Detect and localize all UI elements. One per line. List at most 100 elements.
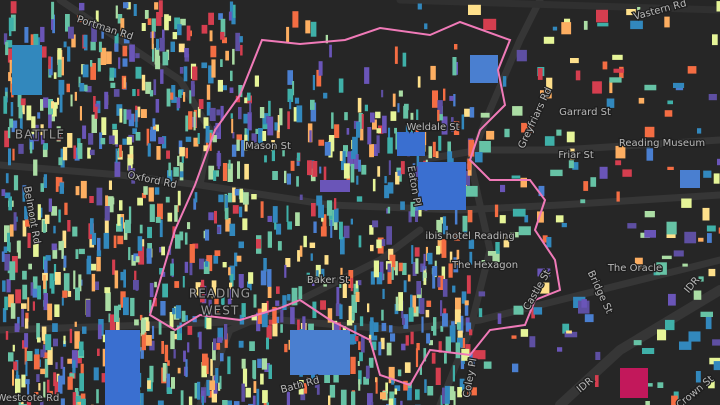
building — [90, 263, 97, 271]
building — [58, 209, 61, 223]
building — [668, 293, 676, 306]
building — [220, 31, 225, 40]
building — [416, 281, 421, 295]
building — [287, 111, 290, 130]
building — [453, 94, 456, 107]
building — [45, 334, 52, 351]
building — [513, 305, 524, 315]
building — [53, 72, 57, 79]
building — [316, 270, 319, 279]
building — [54, 304, 60, 317]
building — [262, 131, 267, 141]
building — [388, 398, 394, 405]
building — [8, 17, 14, 31]
building — [597, 22, 609, 27]
building — [192, 243, 199, 249]
building — [441, 266, 446, 284]
building — [394, 46, 398, 64]
building — [130, 297, 135, 317]
building — [260, 201, 264, 218]
building — [29, 131, 34, 150]
building — [148, 187, 154, 202]
railway — [396, 0, 720, 14]
building — [222, 262, 227, 268]
building — [227, 163, 233, 182]
building — [110, 197, 115, 205]
building — [51, 206, 58, 216]
building — [174, 96, 177, 103]
building — [402, 262, 407, 275]
building — [61, 296, 64, 306]
building — [297, 319, 300, 338]
building — [397, 170, 401, 176]
building — [144, 10, 149, 19]
building — [415, 258, 419, 274]
building — [43, 381, 46, 398]
building — [364, 104, 368, 112]
building — [161, 341, 164, 354]
building — [664, 110, 673, 117]
building — [355, 280, 359, 289]
building — [162, 51, 169, 66]
building — [340, 236, 345, 255]
building — [2, 308, 7, 323]
building — [209, 107, 216, 121]
building — [276, 286, 280, 294]
building — [319, 166, 322, 174]
building — [385, 382, 388, 394]
building — [622, 169, 632, 177]
building — [266, 402, 269, 405]
building — [348, 334, 355, 345]
building — [141, 193, 147, 199]
building — [389, 325, 393, 333]
building — [438, 341, 442, 353]
building — [135, 256, 140, 263]
building — [247, 281, 252, 291]
building — [698, 237, 704, 242]
building — [108, 313, 111, 323]
building — [316, 195, 323, 206]
building — [208, 299, 212, 316]
building — [24, 333, 29, 348]
building — [285, 258, 291, 268]
building — [206, 139, 209, 148]
building — [141, 23, 146, 31]
building — [234, 252, 238, 267]
building — [261, 303, 267, 313]
building — [119, 108, 123, 123]
building — [333, 367, 339, 383]
building — [310, 21, 317, 37]
building — [123, 269, 126, 288]
building — [80, 363, 84, 383]
district-boundary — [148, 20, 562, 387]
building — [159, 247, 163, 253]
building — [483, 361, 492, 369]
building — [394, 385, 401, 391]
building — [106, 51, 112, 65]
building — [194, 192, 198, 203]
building — [74, 91, 77, 101]
building — [468, 4, 481, 15]
building — [149, 204, 155, 222]
street-label: Westcote Rd — [0, 393, 59, 404]
building — [213, 338, 217, 351]
building — [430, 65, 436, 80]
building — [609, 80, 613, 94]
building — [259, 107, 265, 119]
building — [189, 262, 193, 276]
building — [435, 367, 441, 385]
building — [688, 331, 701, 342]
building — [110, 82, 116, 88]
building — [32, 301, 35, 311]
building — [184, 54, 190, 62]
building — [241, 140, 245, 157]
building — [244, 134, 248, 151]
building — [324, 255, 329, 265]
building — [546, 237, 552, 248]
building — [117, 214, 121, 226]
building — [202, 353, 208, 366]
building — [198, 331, 202, 350]
building — [497, 313, 502, 324]
building — [122, 58, 128, 67]
building — [395, 296, 398, 311]
